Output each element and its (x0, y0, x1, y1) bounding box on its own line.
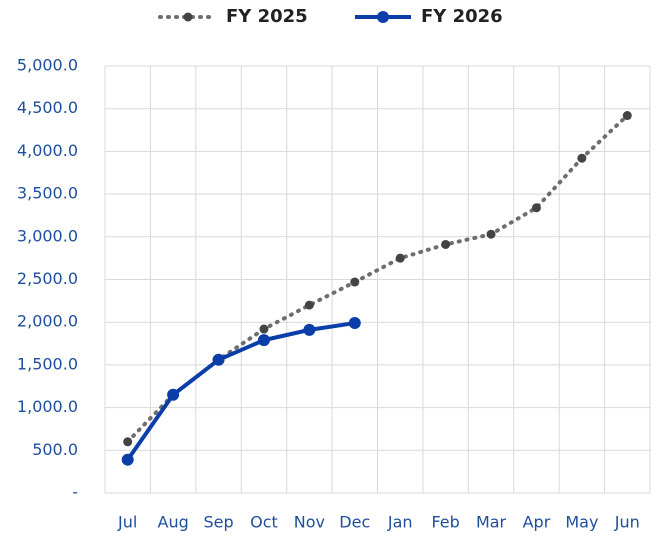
x-tick-label: Jun (614, 513, 640, 532)
y-tick-label: 4,000.0 (17, 141, 78, 160)
point (303, 323, 316, 336)
x-tick-label: Jan (387, 513, 413, 532)
legend-marker (183, 12, 193, 22)
y-tick-label: 4,500.0 (17, 98, 78, 117)
y-tick-label: 5,000.0 (17, 56, 78, 75)
y-tick-label: 1,000.0 (17, 397, 78, 416)
point (350, 277, 360, 287)
point (123, 437, 133, 447)
point (531, 203, 541, 213)
y-tick-label: 500.0 (32, 440, 78, 459)
x-tick-label: Aug (158, 513, 189, 532)
point (395, 253, 405, 263)
x-tick-label: Oct (250, 513, 278, 532)
point (257, 334, 270, 347)
point (577, 153, 587, 163)
y-tick-label: 3,000.0 (17, 226, 78, 245)
y-tick-label: - (72, 483, 78, 502)
point (441, 239, 451, 249)
series-line (126, 321, 356, 461)
y-tick-label: 2,500.0 (17, 269, 78, 288)
point (121, 453, 134, 466)
y-tick-label: 2,000.0 (17, 312, 78, 331)
x-tick-label: Feb (431, 513, 459, 532)
legend-marker (377, 11, 389, 23)
x-tick-label: May (565, 513, 598, 532)
x-tick-label: Apr (523, 513, 551, 532)
point (167, 388, 180, 401)
x-tick-label: Mar (476, 513, 507, 532)
y-tick-label: 3,500.0 (17, 184, 78, 203)
x-tick-label: Dec (339, 513, 370, 532)
point (259, 324, 269, 334)
y-tick-label: 1,500.0 (17, 354, 78, 373)
legend-label: FY 2025 (226, 6, 308, 27)
x-tick-label: Nov (294, 513, 325, 532)
point (304, 300, 314, 310)
point (622, 111, 632, 121)
legend-label: FY 2026 (421, 6, 503, 27)
x-tick-label: Jul (117, 513, 137, 532)
point (212, 353, 225, 366)
point (348, 317, 361, 330)
x-tick-label: Sep (203, 513, 233, 532)
point (486, 229, 496, 239)
